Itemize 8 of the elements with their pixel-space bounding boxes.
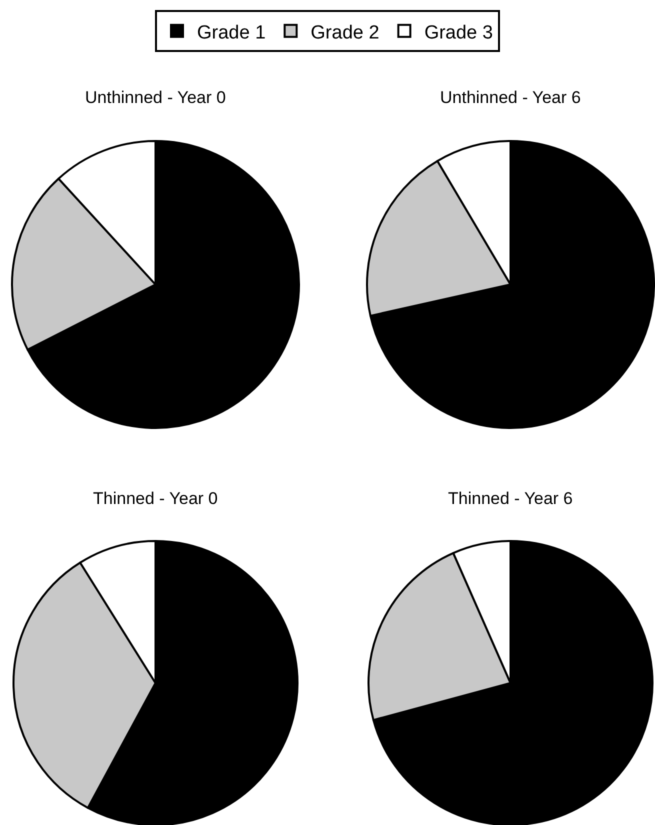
- text: Unthinned - Year 0: [85, 88, 226, 107]
- chart-title: Thinned - Year 0: [93, 489, 218, 508]
- chart-title: Unthinned - Year 6: [440, 88, 581, 107]
- legend-label: Grade 1: [197, 22, 266, 44]
- pie-slice: [369, 140, 655, 429]
- legend-label: Grade 3: [424, 22, 493, 44]
- chart-title: Thinned - Year 6: [448, 489, 573, 508]
- legend-label: Grade 2: [310, 22, 380, 44]
